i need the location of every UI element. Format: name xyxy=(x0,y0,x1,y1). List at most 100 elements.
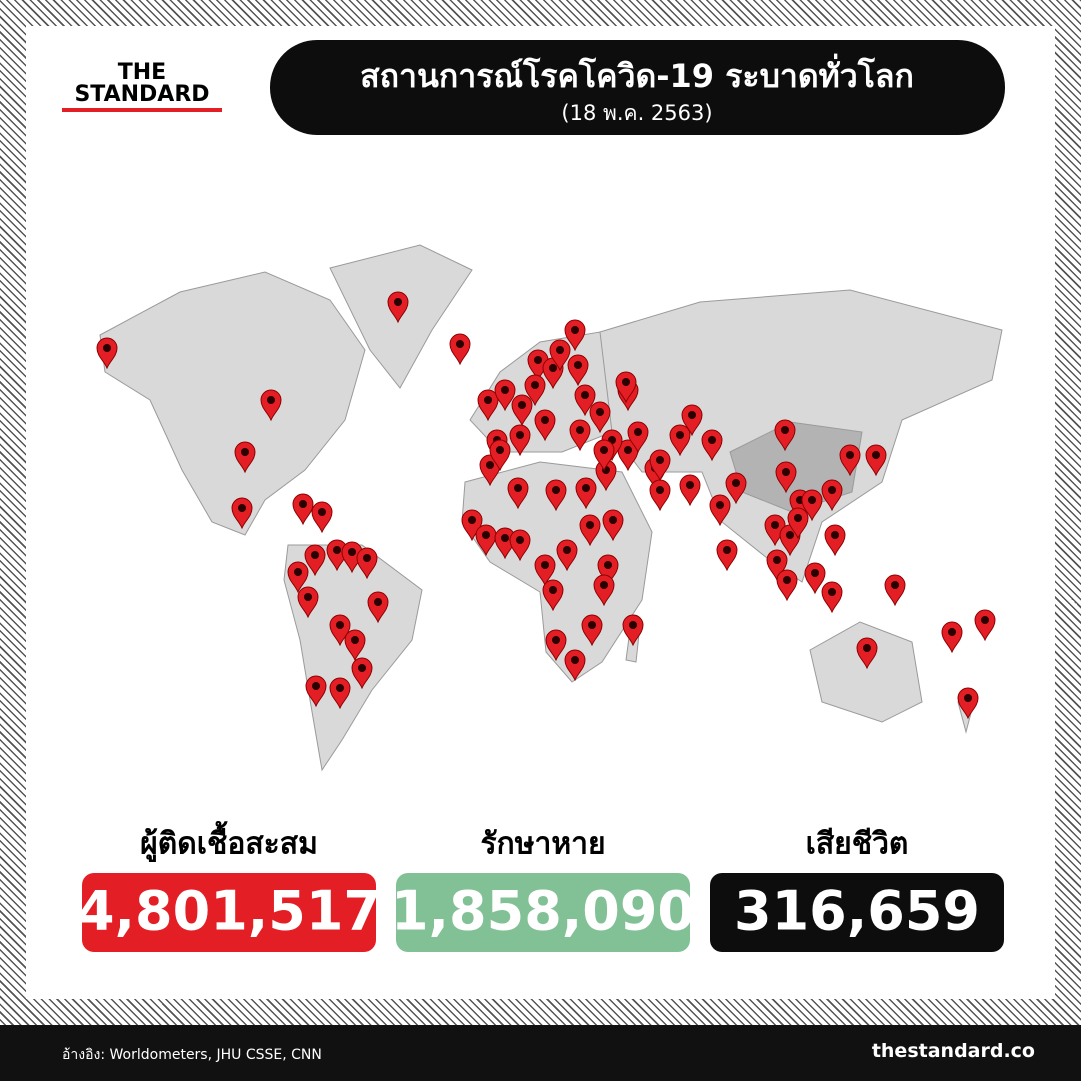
location-pin xyxy=(787,507,809,540)
stat-label: รักษาหาย xyxy=(480,827,605,862)
location-pin xyxy=(824,524,846,557)
pin-body xyxy=(801,489,823,522)
pin-dot xyxy=(103,344,111,352)
pin-dot xyxy=(576,426,584,434)
pin-dot xyxy=(336,684,344,692)
footer: อ้างอิง: Worldometers, JHU CSSE, CNN the… xyxy=(0,1025,1081,1081)
pin-dot xyxy=(556,346,564,354)
location-pin xyxy=(581,614,603,647)
location-pin xyxy=(774,419,796,452)
pin-dot xyxy=(782,468,790,476)
location-pin xyxy=(344,629,366,662)
pins xyxy=(96,291,996,720)
location-pin xyxy=(507,477,529,510)
pin-dot xyxy=(574,361,582,369)
pin-dot xyxy=(552,636,560,644)
pin-dot xyxy=(534,356,542,364)
location-pin xyxy=(545,629,567,662)
pin-dot xyxy=(783,576,791,584)
pin-dot xyxy=(496,446,504,454)
pin-dot xyxy=(514,484,522,492)
pin-dot xyxy=(581,391,589,399)
pin-body xyxy=(524,374,546,407)
pin-dot xyxy=(238,504,246,512)
location-pin xyxy=(839,444,861,477)
pin-body xyxy=(367,591,389,624)
location-pin xyxy=(564,319,586,352)
pin-body xyxy=(297,586,319,619)
pin-body xyxy=(766,549,788,582)
location-pin xyxy=(475,524,497,557)
location-pin xyxy=(234,441,256,474)
location-pin xyxy=(575,477,597,510)
location-pin xyxy=(351,657,373,690)
pin-dot xyxy=(299,500,307,508)
pin-dot xyxy=(516,431,524,439)
pin-body xyxy=(602,509,624,542)
pin-body xyxy=(701,429,723,462)
stat-label: ผู้ติดเชื้อสะสม xyxy=(140,821,318,863)
pin-dot xyxy=(516,536,524,544)
pin-dot xyxy=(312,682,320,690)
pin-body xyxy=(776,569,798,602)
pin-body xyxy=(564,319,586,352)
pin-dot xyxy=(484,396,492,404)
location-pin xyxy=(489,439,511,472)
pin-body xyxy=(579,514,601,547)
location-pin xyxy=(957,687,979,720)
pin-dot xyxy=(828,588,836,596)
pin-dot xyxy=(311,551,319,559)
pin-dot xyxy=(348,548,356,556)
location-pin xyxy=(569,419,591,452)
pin-body xyxy=(311,501,333,534)
pin-body xyxy=(477,389,499,422)
pin-body xyxy=(329,677,351,710)
pin-body xyxy=(564,649,586,682)
location-pin xyxy=(367,591,389,624)
location-pin xyxy=(579,514,601,547)
pin-dot xyxy=(964,694,972,702)
pin-body xyxy=(669,424,691,457)
location-pin xyxy=(593,574,615,607)
pin-dot xyxy=(482,531,490,539)
pin-body xyxy=(304,544,326,577)
location-pin xyxy=(589,401,611,434)
pin-body xyxy=(839,444,861,477)
pin-dot xyxy=(708,436,716,444)
location-pin xyxy=(494,379,516,412)
location-pin xyxy=(709,494,731,527)
pin-dot xyxy=(872,451,880,459)
pin-body xyxy=(509,424,531,457)
subtitle: (18 พ.ค. 2563) xyxy=(561,101,712,125)
pin-body xyxy=(96,337,118,370)
pin-dot xyxy=(676,431,684,439)
pin-body xyxy=(709,494,731,527)
pin-dot xyxy=(586,521,594,529)
pin-dot xyxy=(336,621,344,629)
logo-line2: STANDARD xyxy=(74,82,209,107)
stat-box-cases xyxy=(82,873,376,952)
pin-body xyxy=(574,384,596,417)
pin-body xyxy=(292,493,314,526)
pin-dot xyxy=(596,408,604,416)
location-pin xyxy=(549,339,571,372)
pin-dot xyxy=(304,593,312,601)
pin-dot xyxy=(468,516,476,524)
pin-body xyxy=(575,477,597,510)
location-pin xyxy=(329,677,351,710)
pin-dot xyxy=(828,486,836,494)
location-pin xyxy=(304,544,326,577)
pin-body xyxy=(287,561,309,594)
stat-value: 316,659 xyxy=(734,880,980,943)
pin-body xyxy=(545,479,567,512)
location-pin xyxy=(574,384,596,417)
location-pin xyxy=(602,509,624,542)
pin-body xyxy=(941,621,963,654)
pin-dot xyxy=(549,364,557,372)
pin-dot xyxy=(571,326,579,334)
pin-body xyxy=(679,474,701,507)
pin-body xyxy=(581,614,603,647)
pin-body xyxy=(597,554,619,587)
pin-body xyxy=(593,439,615,472)
location-pin xyxy=(679,474,701,507)
